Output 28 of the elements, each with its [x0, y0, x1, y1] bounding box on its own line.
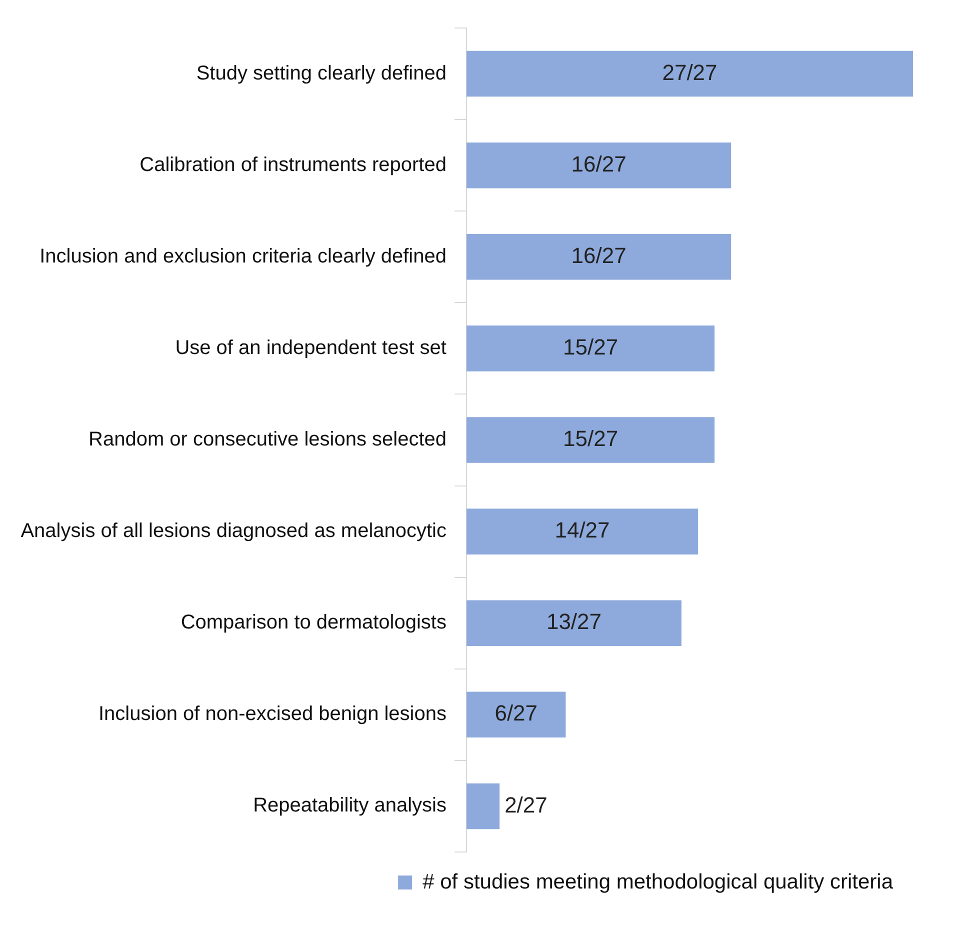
data-label: 2/27	[504, 792, 548, 818]
data-label: 15/27	[562, 426, 618, 452]
y-tick-label: Inclusion of non-excised benign lesions	[98, 703, 446, 726]
y-tick-label: Inclusion and exclusion criteria clearly defined	[40, 245, 446, 268]
y-tick-label: Calibration of instruments reported	[140, 154, 446, 176]
data-label: 6/27	[494, 700, 538, 726]
y-tick-label: Analysis of all lesions diagnosed as melanocytic	[20, 520, 446, 542]
y-tick-label: Random or consecutive lesions selected	[88, 428, 446, 451]
bar	[466, 50, 913, 97]
bar	[466, 508, 698, 554]
legend-label: # of studies meeting methodological quality criteria	[422, 870, 894, 894]
bar	[466, 234, 732, 280]
bar	[466, 783, 500, 830]
data-label: 14/27	[554, 518, 610, 543]
y-tick-label: Comparison to dermatologists	[180, 612, 446, 634]
bar	[466, 692, 566, 738]
bar	[466, 417, 715, 463]
data-label: 16/27	[571, 151, 626, 176]
y-tick-label: Study setting clearly defined	[196, 62, 446, 84]
bar	[466, 326, 715, 372]
data-label: 16/27	[571, 242, 626, 268]
y-tick-label: Use of an independent test set	[175, 336, 447, 359]
bar	[466, 600, 682, 646]
bar	[466, 142, 732, 188]
data-label: 15/27	[562, 334, 618, 360]
data-label: 13/27	[546, 609, 602, 634]
y-tick-label: Repeatability analysis	[253, 794, 446, 817]
data-label: 27/27	[662, 60, 718, 85]
